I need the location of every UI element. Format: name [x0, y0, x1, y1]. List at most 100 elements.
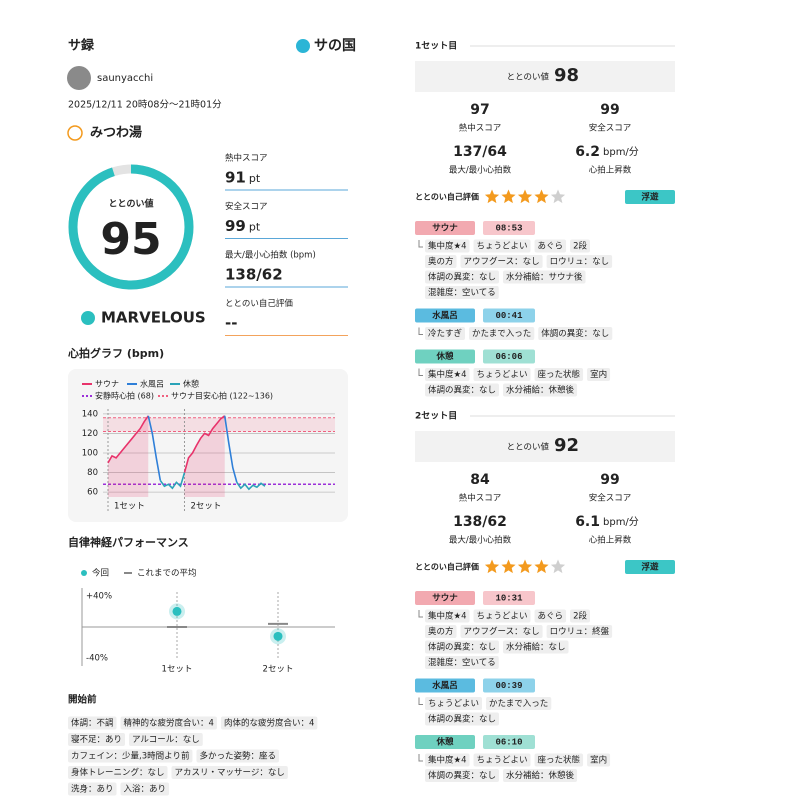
phase-tag-bg [503, 640, 569, 654]
phase-time: 10:31 [495, 593, 523, 603]
phase-tag-bg [546, 255, 613, 268]
phase-tag: ちょうどよい [477, 370, 528, 380]
metric-unit: pt [249, 221, 261, 234]
stat-value: 99 [600, 472, 619, 488]
pre-tag: アルコール：なし [132, 735, 200, 745]
set-label: 1セット [114, 502, 145, 512]
star [534, 189, 549, 204]
phase-tag: 体調の異変：なし [428, 385, 496, 396]
phase-tag-bg [486, 697, 552, 710]
score-box [415, 61, 675, 92]
pre-tag-bg [120, 782, 170, 796]
pre-tag-bg [68, 716, 117, 730]
tree-mark [418, 368, 423, 376]
chart-title: 自律神経パフォーマンス [68, 535, 189, 549]
phase-name: 休憩 [435, 737, 454, 748]
pre-tag: 寝不足：あり [71, 734, 122, 745]
time-badge [483, 735, 535, 749]
phase-tag-bg [425, 712, 500, 726]
phase-tag-bg [425, 255, 457, 268]
tree-mark [418, 240, 423, 248]
phase-tag-bg [587, 753, 611, 767]
pre-tag-bg [220, 716, 318, 730]
score-ring [68, 164, 194, 290]
pre-tag-bg [68, 766, 168, 779]
target-band [103, 417, 335, 432]
phase-tag-bg [425, 270, 500, 284]
phase-tag-bg [473, 753, 531, 767]
feeling-badge [625, 560, 675, 574]
phase-badge [415, 349, 475, 364]
stars [484, 559, 566, 574]
phase-badge [415, 221, 475, 235]
phase-tag-bg [534, 609, 567, 623]
pre-tag-bg [68, 749, 193, 763]
phase-name: サウナ [432, 224, 458, 234]
feeling: 浮遊 [641, 562, 659, 573]
phase-tag-bg [425, 368, 470, 381]
phase-tag: 室内 [590, 369, 607, 380]
legend-label: 今回 [92, 568, 109, 579]
stat-value: 84 [470, 472, 490, 488]
phase-tag-bg [503, 383, 578, 397]
pre-tag: アカスリ・マッサージ：なし [175, 768, 285, 778]
phase-tag-bg [473, 239, 531, 253]
stat-label: 最大/最小心拍数 [449, 535, 512, 546]
phase-tag: 奥の方 [428, 256, 454, 267]
phase-tag: 集中度★4 [428, 611, 467, 622]
facility-icon [67, 125, 83, 141]
stat-value: 99 [600, 102, 619, 118]
x-tick-label: 2セット [263, 665, 294, 675]
stat-value: 6.2 [575, 144, 600, 160]
current-dot [172, 606, 182, 616]
phase-tag: 体調の異変：なし [541, 328, 609, 339]
pre-tag: 多かった姿勢：座る [199, 751, 276, 762]
time-badge [483, 308, 535, 323]
stars [484, 189, 566, 204]
phase-tag: 座った状態 [538, 369, 581, 380]
phase-tag: あぐら [538, 242, 564, 252]
phase-tag-bg [473, 609, 531, 623]
tree-mark [418, 327, 423, 335]
phase-tag: 混雑度：空いてる [428, 287, 496, 298]
y-tick-label: 80 [87, 468, 98, 478]
phase-tag: 2段 [573, 241, 587, 252]
y-tick-label: +40% [86, 591, 112, 601]
legend-label: 休憩 [183, 379, 199, 389]
time-badge [483, 591, 535, 605]
score-label: ととのい値 [109, 198, 154, 210]
stat-unit: bpm/分 [603, 146, 639, 158]
tree-mark [418, 610, 423, 618]
stat-value: 97 [470, 102, 489, 118]
phase-tag: ちょうどよい [477, 242, 528, 252]
series-area [108, 415, 225, 497]
phase-badge [415, 591, 475, 605]
metric-value: 138/62 [225, 266, 283, 284]
phase-tag: 体調の異変：なし [428, 714, 496, 725]
phase-tag-bg [570, 239, 590, 253]
metric-unit: pt [249, 172, 261, 185]
pre-tag: 精神的な疲労度合い：4 [124, 718, 214, 729]
self-rating-label: ととのい自己評価 [415, 192, 479, 202]
stat-label: 安全スコア [589, 493, 632, 504]
phase-tag: ちょうどよい [477, 756, 528, 766]
y-tick-label: 120 [82, 429, 98, 439]
phase-tag: 水分補給：休憩後 [506, 385, 575, 396]
phase-time: 06:06 [495, 352, 522, 362]
phase-tag-bg [425, 327, 466, 340]
tree-mark [418, 697, 423, 705]
phase-tag-bg [425, 753, 470, 767]
section-title: 開始前 [68, 694, 97, 706]
pre-tag: 体調：不調 [71, 718, 114, 729]
score-value: 95 [100, 214, 161, 265]
facility: みつわ湯 [90, 125, 142, 141]
stat-label: 熱中スコア [459, 123, 502, 134]
pre-tag: 入浴：あり [124, 784, 167, 795]
star [534, 559, 549, 574]
phase-tag-bg [587, 368, 611, 381]
pre-tag: 身体トレーニング：なし [71, 767, 165, 778]
phase-tag: ちょうどよい [428, 699, 479, 709]
phase-tag: ロウリュ：なし [550, 257, 610, 267]
